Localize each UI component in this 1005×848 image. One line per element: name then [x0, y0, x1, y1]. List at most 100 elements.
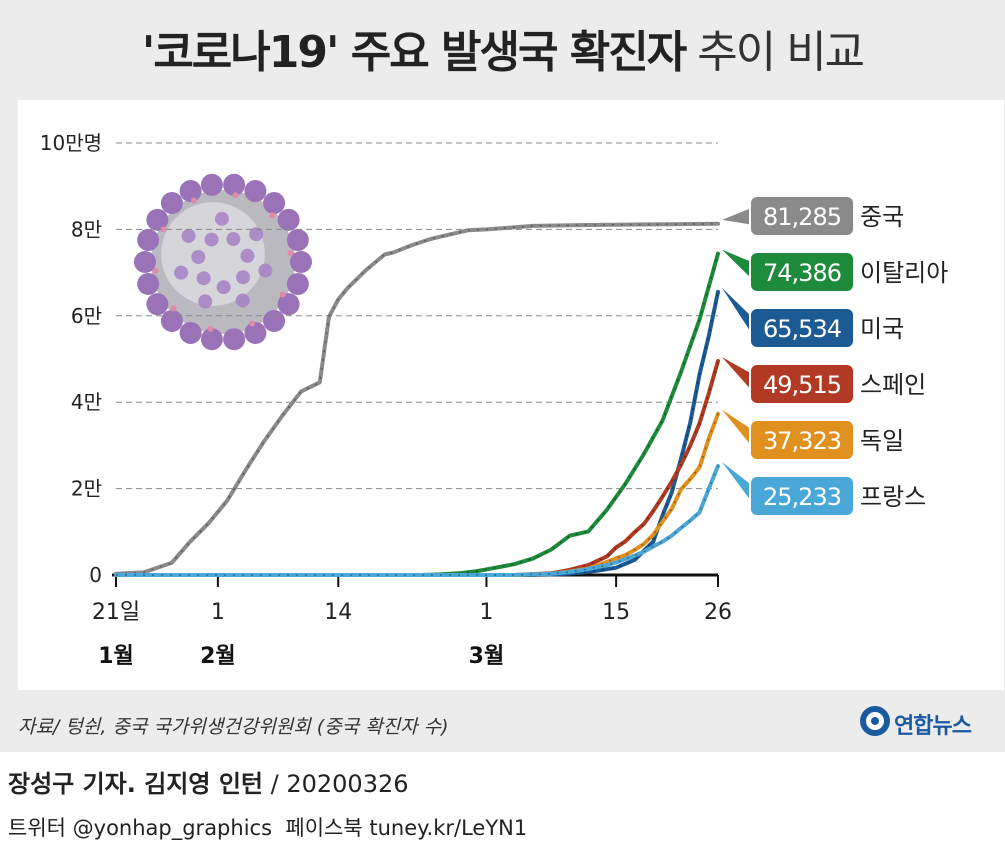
virus-spike [200, 173, 223, 196]
end-labels: 81,285 중국 74,386 이탈리아 65,534 미국 49,515 스페인 37,32… [722, 195, 948, 517]
value-label-usa: 65,534 [763, 315, 841, 343]
virus-spike [137, 229, 160, 252]
label-pointer-germany [722, 409, 754, 449]
value-label-italy: 74,386 [763, 259, 841, 287]
twitter-handle: 트위터 @yonhap_graphics [8, 816, 273, 840]
publish-date: / 20200326 [270, 770, 409, 798]
credit-line: 장성구 기자. 김지영 인턴 / 20200326 [8, 764, 409, 799]
x-tick-label: 26 [704, 600, 732, 625]
virus-dot [232, 192, 239, 199]
yonhap-logo-icon [860, 706, 890, 736]
series-name-usa: 미국 [860, 315, 904, 343]
series-name-france: 프랑스 [860, 483, 926, 511]
social-line: 트위터 @yonhap_graphics 페이스북 tuney.kr/LeYN1 [8, 812, 527, 842]
virus-spike [258, 263, 273, 278]
virus-spike [244, 180, 267, 203]
series-line-france [114, 464, 720, 577]
label-pointer-china [722, 207, 754, 225]
virus-spike [134, 251, 156, 273]
title-strong: '코로나19' 주요 발생국 확진자 [141, 27, 687, 78]
value-badge-usa [749, 307, 855, 349]
virus-spike [179, 321, 202, 344]
virus-spike [223, 328, 246, 351]
virus-spike [146, 208, 169, 231]
y-tick-label: 2만 [71, 477, 102, 501]
virus-spike [223, 173, 246, 196]
x-month-label: 1월 [98, 644, 134, 669]
virus-dot [152, 267, 159, 274]
virus-illustration [134, 173, 312, 351]
value-label-germany: 37,323 [763, 427, 841, 455]
virus-dot [170, 305, 177, 312]
virus-spike [137, 272, 160, 295]
series-lines [114, 221, 720, 577]
value-badge-china [749, 195, 855, 237]
virus-spike [196, 271, 211, 286]
virus-spike [146, 293, 169, 316]
virus-spike [263, 309, 286, 332]
virus-spike [277, 293, 300, 316]
series-name-italy: 이탈리아 [860, 259, 948, 287]
series-line-spain [114, 359, 720, 577]
y-tick-label: 8만 [71, 217, 102, 241]
value-badge-italy [749, 251, 855, 293]
x-month-label: 3월 [469, 644, 505, 669]
x-tick-label: 21일 [92, 600, 140, 625]
chart-panel: 0 2만 4만 6만 8만 10만명 21일 1월 1 2월 14 1 3월 15 26 81,285 중국 7… [18, 100, 1004, 690]
footer: 장성구 기자. 김지영 인턴 / 20200326 트위터 @yonhap_gr… [0, 752, 1005, 848]
virus-spike [179, 180, 202, 203]
virus-spike [286, 272, 309, 295]
virus-spike [160, 192, 183, 215]
series-line-germany [114, 411, 720, 577]
virus-spike [236, 270, 251, 285]
virus-spike [286, 229, 309, 252]
y-tick-label: 4만 [71, 390, 102, 414]
value-label-china: 81,285 [763, 203, 841, 231]
brand: 연합뉴스 [858, 704, 998, 744]
virus-dot [207, 325, 214, 332]
virus-spike [198, 294, 213, 309]
value-badge-spain [749, 363, 855, 405]
y-tick-label: 10만명 [40, 131, 102, 155]
virus-dot [249, 320, 256, 327]
label-pointer-france [722, 461, 754, 505]
series-name-spain: 스페인 [860, 371, 926, 399]
x-tick-label: 14 [324, 600, 352, 625]
virus-dot [190, 197, 197, 204]
chart-title: '코로나19' 주요 발생국 확진자 추이 비교 [0, 16, 1005, 80]
series-line-texture-germany [116, 413, 719, 576]
virus-spike [263, 192, 286, 215]
label-pointer-spain [722, 357, 754, 393]
x-tick-label: 1 [211, 600, 225, 625]
virus-spike [191, 249, 206, 264]
brand-name: 연합뉴스 [894, 714, 972, 739]
virus-dot [269, 212, 276, 219]
x-tick-label: 15 [602, 600, 630, 625]
virus-spike [290, 251, 312, 273]
virus-spike [226, 232, 241, 247]
facebook-link: 페이스북 tuney.kr/LeYN1 [285, 816, 528, 840]
y-tick-label: 6만 [71, 304, 102, 328]
x-tick-label: 1 [479, 600, 493, 625]
reporters: 장성구 기자. 김지영 인턴 [8, 770, 263, 798]
virus-spike [174, 265, 189, 280]
line-chart: 0 2만 4만 6만 8만 10만명 21일 1월 1 2월 14 1 3월 15 26 81,285 중국 7… [40, 131, 949, 669]
virus-dot [279, 291, 286, 298]
series-name-china: 중국 [860, 203, 904, 231]
title-light: 추이 비교 [697, 27, 865, 78]
virus-spike [204, 232, 219, 247]
virus-spike [160, 309, 183, 332]
virus-spike [214, 211, 229, 226]
virus-spike [244, 321, 267, 344]
series-line-texture-spain [116, 360, 719, 576]
y-tick-label: 0 [89, 563, 102, 587]
virus-spike [200, 328, 223, 351]
virus-spike [181, 228, 196, 243]
source-note: 자료/ 텅쉰, 중국 국가위생건강위원회 (중국 확진자 수) [18, 716, 449, 738]
label-pointer-italy [722, 249, 754, 281]
value-label-spain: 49,515 [763, 371, 841, 399]
virus-spike [240, 248, 255, 263]
series-name-germany: 독일 [860, 427, 904, 455]
virus-spike [235, 293, 250, 308]
virus-dot [160, 226, 167, 233]
